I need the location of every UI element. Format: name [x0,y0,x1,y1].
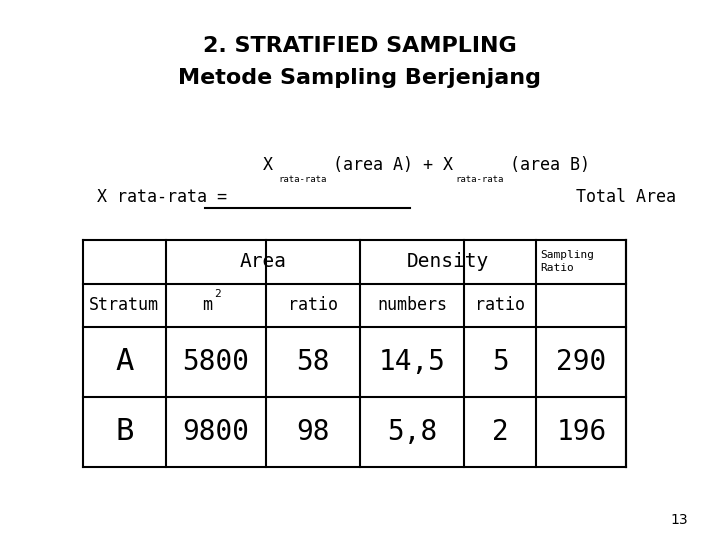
Text: 5,8: 5,8 [387,418,437,446]
Text: Stratum: Stratum [89,296,159,314]
Text: Density: Density [407,252,490,272]
Text: 5: 5 [492,348,509,376]
Text: numbers: numbers [377,296,447,314]
Text: 196: 196 [557,418,606,446]
Text: 14,5: 14,5 [379,348,446,376]
Text: 9800: 9800 [182,418,250,446]
Text: 58: 58 [297,348,330,376]
Text: rata-rata: rata-rata [455,175,503,184]
Text: B: B [115,417,133,447]
Text: 2: 2 [214,289,220,299]
Text: (area B): (area B) [510,156,590,174]
Text: 290: 290 [557,348,606,376]
Text: X: X [263,156,273,174]
Text: 13: 13 [670,512,688,526]
Text: 5800: 5800 [182,348,250,376]
Text: ratio: ratio [475,296,526,314]
Text: Total Area: Total Area [576,188,676,206]
Text: (area A) + X: (area A) + X [333,156,454,174]
Text: ratio: ratio [288,296,338,314]
Text: Ratio: Ratio [540,264,574,273]
Text: Metode Sampling Berjenjang: Metode Sampling Berjenjang [179,68,541,89]
Text: X rata-rata =: X rata-rata = [97,188,237,206]
Text: rata-rata: rata-rata [279,175,327,184]
Text: 2. STRATIFIED SAMPLING: 2. STRATIFIED SAMPLING [203,36,517,56]
Text: 2: 2 [492,418,509,446]
Text: Area: Area [239,252,287,272]
Text: Sampling: Sampling [540,251,594,260]
Text: A: A [115,347,133,376]
Text: m: m [202,296,212,314]
Text: 98: 98 [297,418,330,446]
